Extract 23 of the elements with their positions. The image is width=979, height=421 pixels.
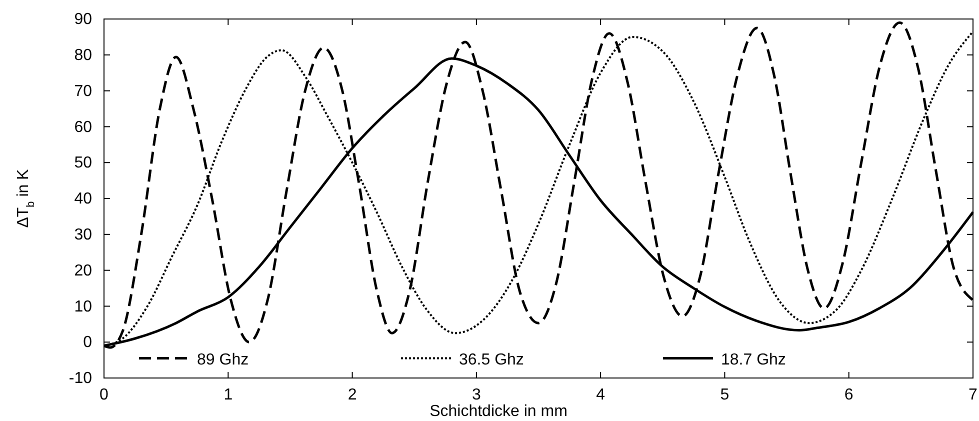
x-tick-label: 1 bbox=[224, 386, 233, 404]
x-tick-label: 7 bbox=[968, 386, 978, 404]
y-tick-label: 40 bbox=[74, 190, 92, 208]
y-tick-label: 30 bbox=[74, 226, 92, 244]
y-tick-label: 90 bbox=[74, 11, 92, 28]
x-axis-title: Schichtdicke in mm bbox=[430, 403, 568, 420]
x-tick-label: 0 bbox=[100, 386, 109, 404]
x-tick-label: 5 bbox=[720, 386, 730, 404]
legend-label: 89 Ghz bbox=[197, 351, 249, 368]
x-tick-label: 3 bbox=[472, 386, 481, 404]
x-tick-label: 6 bbox=[844, 386, 854, 404]
x-tick-label: 4 bbox=[596, 386, 606, 404]
y-tick-label: 70 bbox=[74, 82, 92, 100]
y-tick-label: -10 bbox=[68, 370, 92, 388]
y-tick-label: 60 bbox=[74, 118, 92, 136]
y-tick-label: 20 bbox=[74, 262, 92, 280]
y-tick-label: 10 bbox=[74, 298, 92, 316]
legend-label: 36.5 Ghz bbox=[459, 351, 524, 368]
legend-label: 18.7 Ghz bbox=[721, 351, 786, 368]
y-tick-label: 0 bbox=[83, 334, 92, 352]
x-tick-label: 2 bbox=[348, 386, 357, 404]
y-tick-label: 80 bbox=[74, 47, 92, 64]
y-tick-label: 50 bbox=[74, 154, 92, 172]
